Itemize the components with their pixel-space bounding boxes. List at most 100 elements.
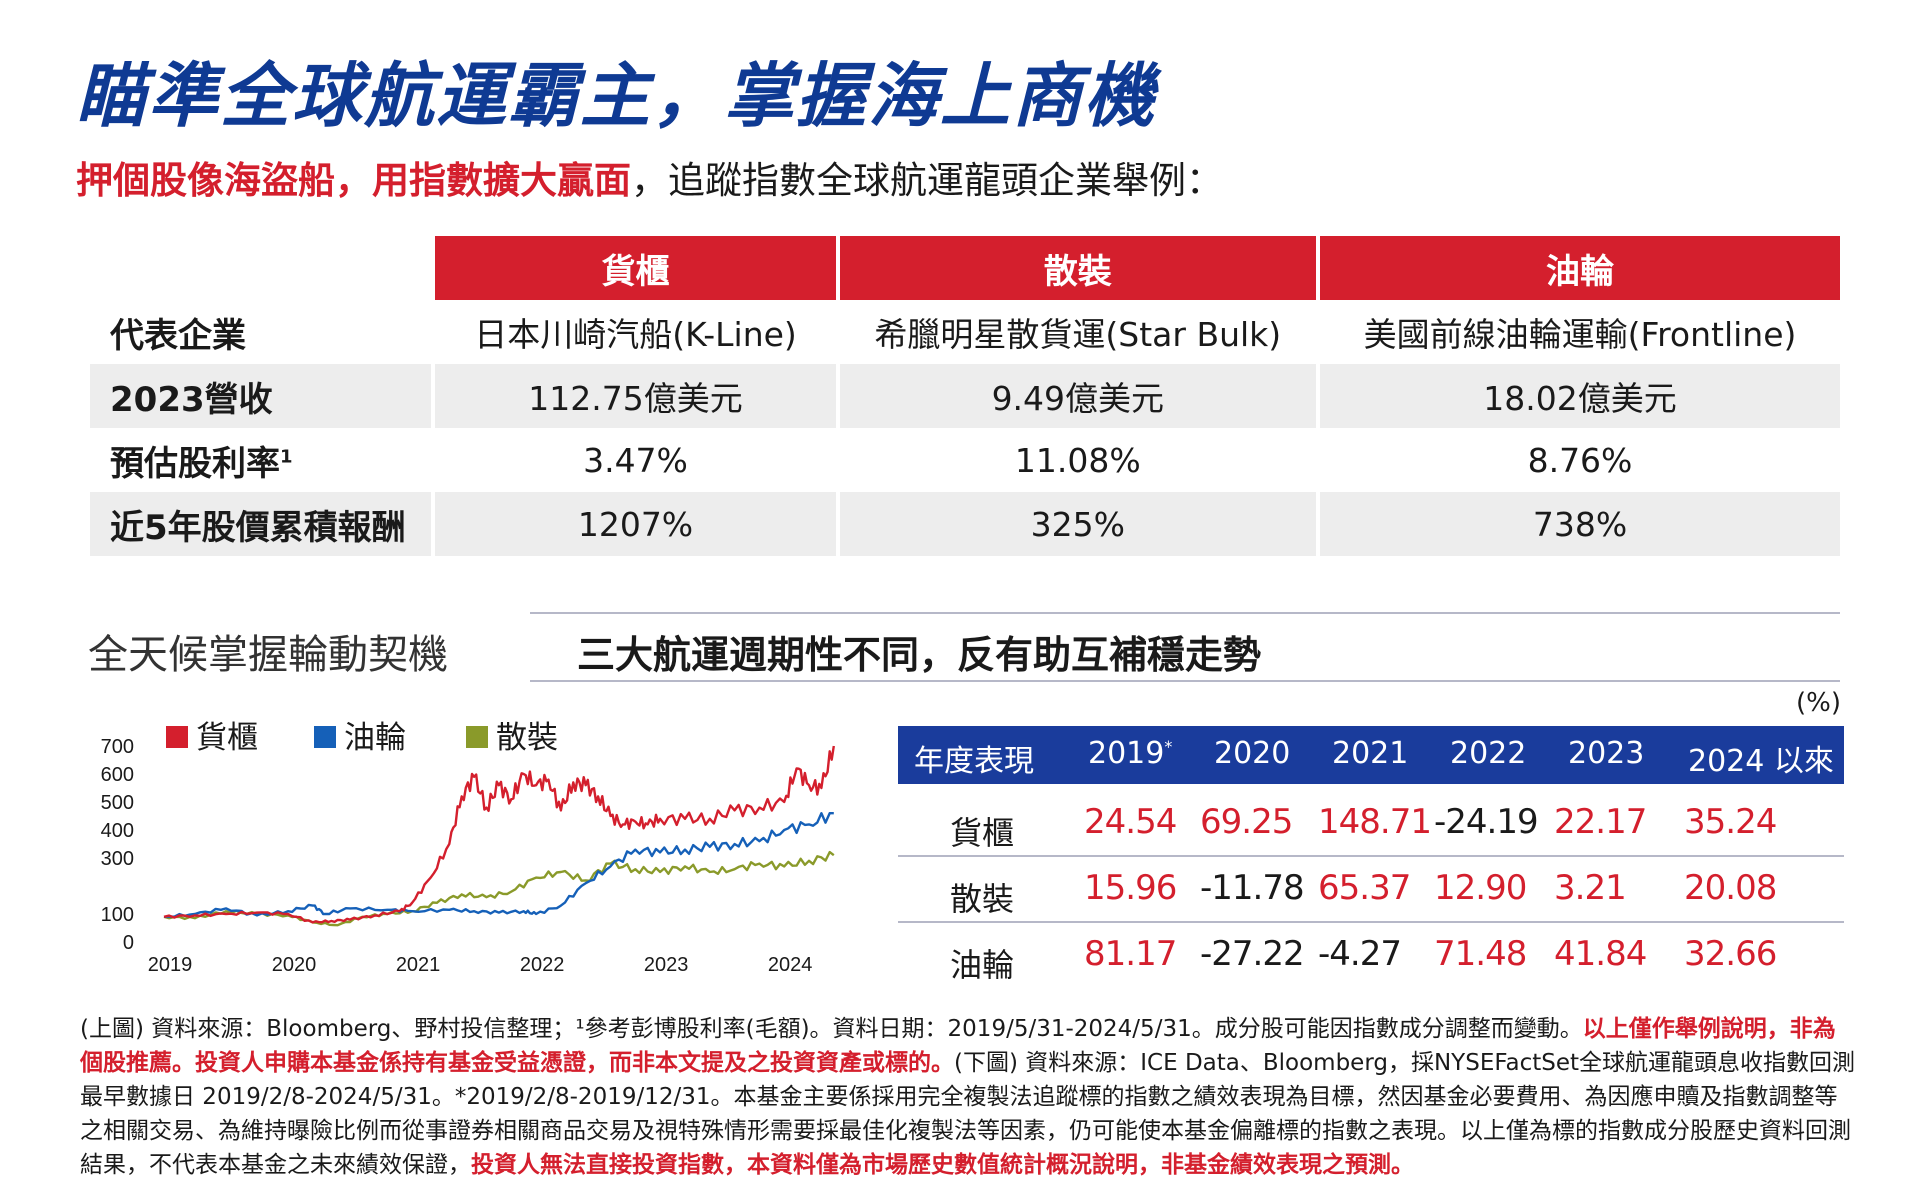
year-2021: 2021 — [1332, 736, 1409, 771]
y-tick-label: 500 — [101, 792, 134, 814]
legend-item-bulk: 散裝 — [466, 712, 558, 757]
year-2022: 2022 — [1450, 736, 1527, 771]
perf-cell: 65.37 — [1318, 868, 1411, 908]
page-subtitle: 押個股像海盜船，用指數擴大贏面，追蹤指數全球航運龍頭企業舉例： — [76, 150, 1223, 204]
footnote-disclaimer-2: 投資人無法直接投資指數，本資料僅為市場歷史數值統計概況說明，非基金績效表現之預測… — [471, 1152, 1414, 1178]
x-tick-label: 2023 — [644, 954, 689, 976]
perf-cell: -4.27 — [1318, 934, 1402, 974]
perf-cell: 69.25 — [1200, 802, 1293, 842]
chart-section-heading: 全天候掌握輪動契機 — [88, 632, 448, 678]
subtitle-rest: ，追蹤指數全球航運龍頭企業舉例： — [631, 159, 1223, 202]
x-tick-label: 2020 — [272, 954, 317, 976]
perf-cell: -11.78 — [1200, 868, 1305, 908]
table-cell: 112.75億美元 — [435, 364, 836, 428]
y-tick-label: 400 — [101, 820, 134, 842]
footnote-marker: 1 — [280, 446, 293, 468]
perf-table-body: 貨櫃 24.54 69.25 148.71 -24.19 22.17 35.24 散裝 15.9… — [898, 790, 1844, 990]
table-cell: 9.49億美元 — [839, 364, 1316, 428]
table-row: 近5年股價累積報酬 1207% 325% 738% — [90, 492, 1840, 556]
table-row: 2023營收 112.75億美元 9.49億美元 18.02億美元 — [90, 364, 1840, 428]
y-tick-label: 0 — [123, 932, 134, 954]
legend-swatch-blue — [314, 725, 336, 748]
asterisk-marker: * — [1164, 737, 1173, 756]
company-comparison-table: 貨櫃 散裝 油輪 代表企業 日本川崎汽船(K-Line) 希臘明星散貨運(Sta… — [86, 236, 1844, 556]
page-title: 瞄準全球航運霸主，掌握海上商機 — [76, 55, 1156, 137]
legend-item-container: 貨櫃 — [166, 712, 258, 757]
perf-cell: 12.90 — [1434, 868, 1527, 908]
header-container: 貨櫃 — [435, 236, 836, 300]
y-tick-label: 700 — [101, 736, 134, 758]
header-label: 年度表現 — [914, 744, 1034, 779]
unit-label: (%) — [1796, 688, 1841, 718]
y-tick-label: 600 — [101, 764, 134, 786]
x-tick-label: 2022 — [520, 954, 565, 976]
header-tanker: 油輪 — [1320, 236, 1840, 300]
row-divider — [898, 921, 1844, 923]
table-header-row: 貨櫃 散裝 油輪 — [90, 236, 1840, 300]
table-cell: 738% — [1320, 492, 1840, 556]
perf-cell: -27.22 — [1200, 934, 1305, 974]
x-tick-label: 2024 — [768, 954, 813, 976]
year-2020: 2020 — [1214, 736, 1291, 771]
perf-cell: 35.24 — [1684, 802, 1777, 842]
perf-cell: 20.08 — [1684, 868, 1777, 908]
table-cell: 日本川崎汽船(K-Line) — [474, 315, 797, 354]
footnote-disclaimer-1: 以上僅作舉例說明，非為個股推薦。投資人申購本基金係持有基金受益憑證，而非本文提及… — [80, 1016, 1836, 1076]
table-cell: 1207% — [435, 492, 836, 556]
row-label-text: 預估股利率 — [110, 443, 280, 484]
header-bulk: 散裝 — [839, 236, 1316, 300]
perf-row-label: 散裝 — [950, 880, 1015, 918]
perf-row-label: 油輪 — [950, 946, 1015, 984]
table-corner-cell — [90, 236, 431, 300]
table-cell: 11.08% — [1014, 440, 1141, 480]
perf-cell: 22.17 — [1554, 802, 1647, 842]
perf-cell: 24.54 — [1084, 802, 1177, 842]
year-2023: 2023 — [1568, 736, 1645, 771]
perf-table-header: 年度表現 2019* 2020 2021 2022 2023 2024 以來 — [898, 726, 1844, 784]
subtitle-highlight: 押個股像海盜船，用指數擴大贏面 — [76, 159, 631, 202]
perf-cell: 32.66 — [1684, 934, 1777, 974]
table-cell: 美國前線油輪運輸(Frontline) — [1363, 315, 1797, 354]
row-label: 近5年股價累積報酬 — [90, 492, 432, 556]
legend-label: 散裝 — [496, 720, 558, 756]
perf-cell: 71.48 — [1434, 934, 1527, 974]
year-2024-ytd: 2024 以來 — [1688, 744, 1834, 779]
series-line — [163, 745, 835, 924]
perf-cell: 148.71 — [1318, 802, 1432, 842]
perf-cell: -24.19 — [1434, 802, 1539, 842]
table-row: 代表企業 日本川崎汽船(K-Line) 希臘明星散貨運(Star Bulk) 美… — [90, 300, 1840, 364]
table-cell: 18.02億美元 — [1320, 364, 1840, 428]
perf-cell: 3.21 — [1554, 868, 1627, 908]
y-tick-label: 100 — [101, 904, 134, 926]
perf-cell: 81.17 — [1084, 934, 1177, 974]
table-section-heading: 三大航運週期性不同，反有助互補穩走勢 — [577, 633, 1262, 677]
perf-cell: 41.84 — [1554, 934, 1647, 974]
line-chart: 0 100 300 400 500 600 700 2019 2020 2021 2022 2023 2… — [101, 736, 835, 976]
series-line — [163, 812, 834, 918]
perf-row-label: 貨櫃 — [950, 814, 1015, 852]
footnote: (上圖) 資料來源：Bloomberg、野村投信整理；¹參考彭博股利率(毛額)。… — [80, 1012, 1856, 1182]
footnote-source-bottom: (下圖) 資料來源：ICE Data、Bloomberg，採NYSEFactSe… — [80, 1050, 1856, 1178]
row-label: 預估股利率1 — [90, 428, 431, 492]
legend-item-tanker: 油輪 — [314, 712, 406, 757]
year-2019: 2019* — [1088, 736, 1172, 771]
row-label: 2023營收 — [90, 364, 432, 428]
heading-rule-box — [530, 612, 1840, 682]
table-cell: 325% — [839, 492, 1316, 556]
x-tick-label: 2021 — [396, 954, 441, 976]
x-tick-label: 2019 — [148, 954, 193, 976]
legend-swatch-olive — [466, 725, 488, 748]
year-text: 2019 — [1088, 736, 1165, 771]
row-divider — [898, 855, 1844, 857]
perf-cell: 15.96 — [1084, 868, 1177, 908]
legend-swatch-red — [166, 725, 188, 748]
table-row: 預估股利率1 3.47% 11.08% 8.76% — [90, 428, 1840, 492]
y-tick-label: 300 — [101, 848, 134, 870]
table-cell: 3.47% — [583, 440, 688, 480]
row-label: 代表企業 — [110, 315, 246, 356]
table-cell: 希臘明星散貨運(Star Bulk) — [874, 315, 1282, 354]
legend-label: 油輪 — [344, 720, 406, 756]
table-cell: 8.76% — [1527, 440, 1633, 480]
legend-label: 貨櫃 — [196, 720, 258, 756]
footnote-source-top: (上圖) 資料來源：Bloomberg、野村投信整理；¹參考彭博股利率(毛額)。… — [80, 1016, 1583, 1042]
